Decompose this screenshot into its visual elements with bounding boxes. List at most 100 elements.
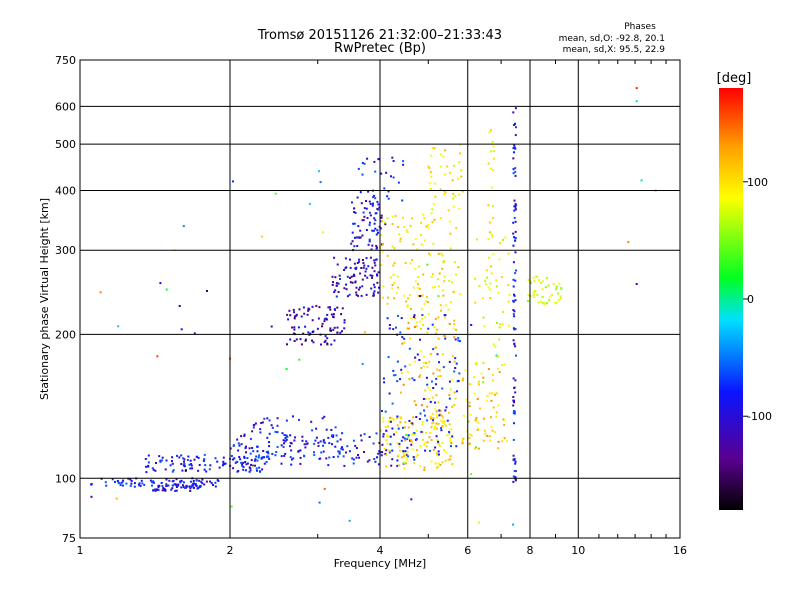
data-point	[405, 229, 408, 231]
data-point	[321, 325, 323, 328]
data-point	[512, 168, 515, 171]
data-point	[337, 455, 340, 458]
data-point	[399, 421, 402, 424]
data-point	[392, 328, 395, 331]
data-point	[334, 276, 337, 279]
data-point	[382, 243, 384, 245]
data-point	[388, 392, 391, 395]
data-point	[154, 490, 157, 492]
data-point	[358, 260, 360, 263]
data-point	[391, 156, 394, 159]
data-point	[266, 436, 269, 439]
data-point	[485, 276, 488, 279]
data-point	[392, 418, 395, 421]
data-point	[379, 220, 382, 223]
data-point	[427, 165, 430, 168]
data-point	[382, 285, 385, 288]
data-point	[382, 377, 385, 380]
data-point	[450, 428, 453, 431]
data-point	[413, 462, 416, 465]
data-point	[427, 386, 430, 389]
data-point	[263, 456, 266, 459]
data-point	[512, 454, 515, 457]
data-point	[161, 485, 164, 487]
data-point	[333, 308, 336, 311]
data-point	[557, 298, 560, 301]
data-point	[513, 386, 516, 389]
data-point	[397, 427, 400, 430]
data-point	[447, 308, 450, 311]
data-point	[503, 437, 506, 440]
data-point	[271, 452, 274, 455]
data-point	[375, 233, 378, 236]
data-point	[180, 463, 183, 465]
data-point	[232, 467, 235, 470]
data-point	[635, 87, 638, 90]
data-point	[340, 313, 343, 316]
data-point	[268, 441, 270, 444]
axes: 1 2 4 6 8 10 16 75 100 200 300 400 500 600 750	[55, 54, 687, 557]
data-point	[487, 368, 490, 371]
data-point	[357, 167, 360, 170]
data-point	[434, 446, 437, 449]
data-point	[437, 285, 440, 288]
data-point	[288, 309, 291, 312]
data-point	[470, 324, 473, 326]
data-point	[396, 415, 399, 418]
data-point	[177, 484, 180, 487]
data-point	[512, 339, 515, 342]
data-point	[445, 424, 447, 427]
data-point	[190, 485, 193, 488]
data-point	[293, 311, 295, 314]
data-point	[368, 459, 371, 462]
data-point	[274, 430, 277, 433]
data-point	[434, 182, 437, 185]
data-point	[455, 273, 457, 276]
data-point	[489, 282, 492, 285]
data-point	[325, 428, 328, 431]
data-point	[319, 457, 322, 460]
data-point	[513, 146, 516, 149]
data-point	[181, 469, 184, 472]
data-point	[289, 434, 292, 437]
data-point	[282, 446, 285, 448]
data-point	[470, 473, 473, 476]
data-point	[353, 211, 356, 213]
data-point	[307, 331, 310, 334]
data-point	[513, 410, 516, 413]
data-point	[492, 406, 495, 409]
data-point	[365, 200, 367, 202]
data-point	[171, 462, 174, 465]
data-point	[444, 409, 447, 412]
data-point	[383, 381, 386, 384]
data-point	[388, 420, 391, 423]
data-point	[512, 438, 515, 441]
data-point	[490, 425, 493, 428]
data-point	[498, 371, 501, 374]
data-point	[306, 442, 309, 445]
data-point	[418, 287, 421, 290]
data-point	[406, 304, 409, 307]
data-point	[422, 273, 425, 276]
data-point	[405, 433, 407, 436]
data-point	[165, 288, 168, 291]
data-point	[290, 449, 293, 452]
data-point	[365, 293, 368, 296]
data-point	[293, 328, 296, 331]
data-point	[184, 486, 186, 489]
data-point	[508, 324, 511, 327]
data-point	[352, 439, 355, 442]
data-point	[482, 439, 485, 442]
data-point	[420, 430, 423, 433]
data-point	[401, 342, 404, 345]
data-point	[514, 147, 517, 150]
data-point	[337, 291, 340, 293]
data-point	[268, 445, 271, 448]
data-point	[393, 433, 395, 436]
data-point	[514, 174, 517, 177]
data-point	[237, 470, 240, 472]
data-point	[359, 191, 362, 194]
data-point	[392, 369, 395, 372]
data-point	[492, 379, 495, 382]
data-point	[182, 464, 185, 467]
